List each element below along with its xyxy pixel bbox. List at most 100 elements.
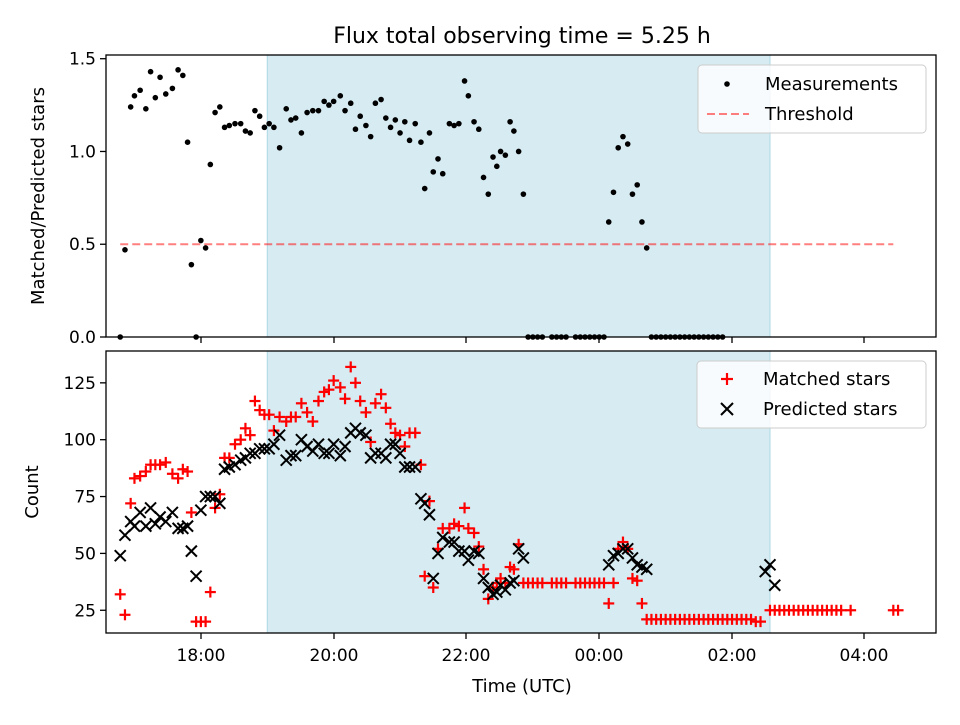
matched-star-point [334, 381, 346, 393]
count-panel-frame [105, 350, 937, 634]
measurement-point [412, 120, 419, 127]
measurement-point [480, 174, 487, 181]
measurement-point [497, 148, 504, 155]
measurement-point [615, 144, 622, 151]
predicted-star-stroke-b [507, 574, 521, 587]
measurement-point [363, 122, 369, 129]
time-x-axis: 18:00 20:00 22:00 00:00 02:00 04:00 [177, 633, 889, 666]
matched-star-point [154, 459, 166, 471]
predicted-star-point [369, 447, 382, 460]
matched-star-point [360, 406, 372, 418]
matched-star-point [140, 466, 152, 478]
measurement-point [169, 85, 176, 92]
predicted-star-stroke-b [199, 490, 212, 503]
predicted-star-point [267, 438, 281, 451]
measurement-point [392, 117, 399, 123]
measurement-point [620, 133, 626, 140]
predicted-star-stroke-b [621, 542, 634, 556]
matched-star-point [462, 522, 474, 534]
matched-star-point [349, 377, 361, 389]
matched-star-point [223, 452, 235, 464]
predicted-star-point [458, 544, 471, 558]
matched-star-point [345, 361, 357, 373]
predicted-star-stroke-b [490, 585, 504, 599]
matched-star-point [607, 577, 619, 589]
predicted-star-point [393, 447, 407, 460]
matched-star-point [478, 563, 490, 575]
measurement-point [426, 130, 433, 136]
predicted-star-point [452, 544, 466, 558]
matched-star-point [603, 597, 615, 609]
predicted-star-stroke-b [149, 517, 162, 531]
predicted-star-stroke-b [208, 490, 222, 503]
measurement-point [143, 106, 149, 112]
predicted-star-stroke-b [616, 542, 630, 556]
time-x-axis-label: Time (UTC) [471, 676, 572, 697]
predicted-star-stroke-b [284, 449, 298, 462]
predicted-star-point [436, 531, 449, 544]
measurement-point [122, 247, 128, 253]
measurement-point [137, 87, 143, 94]
predicted-star-stroke-b [418, 497, 431, 510]
predicted-star-stroke-b [118, 529, 132, 542]
predicted-star-stroke-b [354, 426, 367, 440]
legend-predicted-label: Predicted stars [763, 399, 897, 420]
matched-star-point [369, 397, 381, 409]
measurement-point [629, 191, 636, 197]
measurement-point [276, 144, 283, 151]
count-legend-box [696, 360, 927, 429]
matched-star-point [204, 586, 216, 598]
predicted-star-point [472, 547, 485, 560]
observing-window-shade-bottom [266, 350, 771, 634]
matched-star-point [185, 506, 197, 518]
predicted-star-point [185, 544, 198, 558]
measurement-point [461, 78, 468, 84]
predicted-star-stroke-b [312, 438, 325, 451]
measurement-point [207, 161, 214, 168]
measurement-point [152, 94, 159, 101]
time-x-tick-label: 00:00 [575, 646, 624, 666]
measurement-point [242, 128, 249, 134]
count-y-tick-label: 125 [64, 374, 96, 394]
predicted-star-stroke-b [359, 428, 373, 442]
predicted-star-stroke-b [477, 572, 490, 585]
predicted-star-stroke-b [369, 447, 382, 460]
predicted-star-stroke-b [640, 563, 653, 576]
measurement-point [212, 109, 218, 116]
predicted-star-stroke-b [403, 460, 416, 474]
count-y-axis-label: Count [22, 465, 43, 518]
predicted-star-stroke-b [243, 447, 257, 460]
predicted-star-stroke-b [189, 569, 203, 583]
matched-star-point [380, 402, 392, 414]
measurement-point [298, 130, 305, 136]
predicted-star-stroke-b [338, 440, 352, 453]
predicted-star-point [512, 542, 525, 556]
measurement-point [357, 113, 364, 120]
predicted-star-point [243, 447, 257, 460]
predicted-star-stroke-b [133, 506, 147, 519]
measurement-point [315, 107, 322, 114]
measurement-point [232, 120, 238, 127]
count-y-tick-label: 25 [74, 601, 96, 621]
measurement-point [378, 96, 384, 103]
legend-matched-marker [721, 373, 733, 385]
predicted-star-point [763, 558, 777, 571]
predicted-star-point [423, 508, 436, 521]
predicted-star-point [194, 503, 208, 517]
ratio-legend-box [697, 64, 927, 134]
matched-star-point [385, 418, 397, 430]
matched-star-point [892, 604, 904, 616]
measurement-point [237, 120, 244, 127]
count-y-tick-label: 50 [74, 544, 96, 564]
measurement-point [337, 93, 344, 99]
predicted-star-point [409, 460, 422, 474]
predicted-star-point [482, 581, 495, 594]
matched-star-point [453, 520, 465, 532]
predicted-star-point [213, 497, 227, 510]
predicted-star-stroke-b [144, 501, 157, 515]
legend-measurements-marker [724, 81, 730, 87]
predicted-star-stroke-b [427, 572, 440, 585]
ratio-y-tick-label: 0.5 [69, 235, 96, 255]
predicted-star-point [427, 572, 440, 585]
matched-star-point [114, 588, 126, 600]
